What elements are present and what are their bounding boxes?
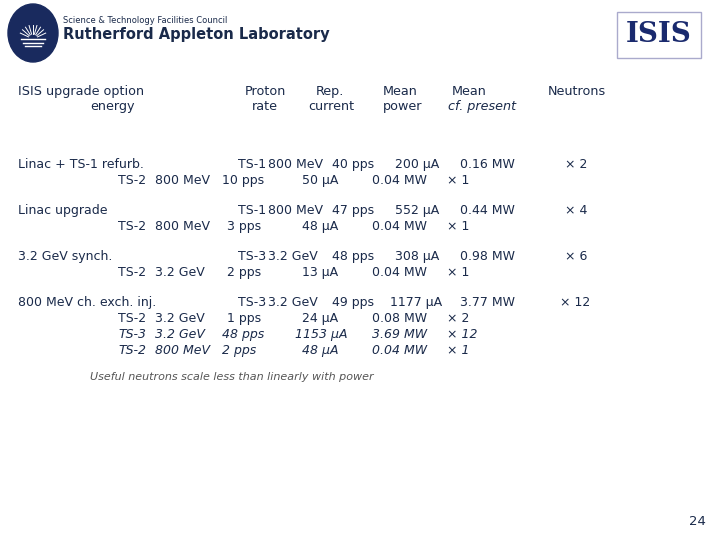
Text: 48 μA: 48 μA <box>302 220 338 233</box>
Text: Linac upgrade: Linac upgrade <box>18 204 107 217</box>
Text: Mean: Mean <box>383 85 418 98</box>
Text: 3.2 GeV: 3.2 GeV <box>155 266 204 279</box>
Ellipse shape <box>8 4 58 62</box>
Text: power: power <box>383 100 423 113</box>
Text: 0.04 MW: 0.04 MW <box>372 220 427 233</box>
Text: Neutrons: Neutrons <box>548 85 606 98</box>
Text: 13 μA: 13 μA <box>302 266 338 279</box>
Text: TS-1: TS-1 <box>238 204 266 217</box>
Text: 3.2 GeV: 3.2 GeV <box>268 296 318 309</box>
Text: TS-2: TS-2 <box>118 312 146 325</box>
Text: Rutherford Appleton Laboratory: Rutherford Appleton Laboratory <box>63 27 330 42</box>
Text: 800 MeV: 800 MeV <box>155 220 210 233</box>
FancyBboxPatch shape <box>617 12 701 58</box>
Text: 800 MeV ch. exch. inj.: 800 MeV ch. exch. inj. <box>18 296 156 309</box>
Text: Mean: Mean <box>452 85 487 98</box>
Text: 0.98 MW: 0.98 MW <box>460 250 515 263</box>
Text: cf. present: cf. present <box>448 100 516 113</box>
Text: × 12: × 12 <box>560 296 590 309</box>
Text: 552 μA: 552 μA <box>395 204 439 217</box>
Text: Rep.: Rep. <box>316 85 344 98</box>
Text: 3 pps: 3 pps <box>227 220 261 233</box>
Text: energy: energy <box>90 100 135 113</box>
Text: 48 pps: 48 pps <box>332 250 374 263</box>
Text: 48 pps: 48 pps <box>222 328 264 341</box>
Text: 0.44 MW: 0.44 MW <box>460 204 515 217</box>
Text: 800 MeV: 800 MeV <box>268 204 323 217</box>
Text: TS-3: TS-3 <box>118 328 146 341</box>
Text: 800 MeV: 800 MeV <box>268 158 323 171</box>
Text: TS-3: TS-3 <box>238 250 266 263</box>
Text: current: current <box>308 100 354 113</box>
Text: TS-2: TS-2 <box>118 344 146 357</box>
Text: Linac + TS-1 refurb.: Linac + TS-1 refurb. <box>18 158 144 171</box>
Text: × 4: × 4 <box>565 204 588 217</box>
Text: × 6: × 6 <box>565 250 588 263</box>
Text: 1 pps: 1 pps <box>227 312 261 325</box>
Text: 10 pps: 10 pps <box>222 174 264 187</box>
Text: 800 MeV: 800 MeV <box>155 344 210 357</box>
Text: 50 μA: 50 μA <box>302 174 338 187</box>
Text: 48 μA: 48 μA <box>302 344 338 357</box>
Text: 2 pps: 2 pps <box>222 344 256 357</box>
Text: TS-2: TS-2 <box>118 266 146 279</box>
Text: 0.04 MW: 0.04 MW <box>372 344 427 357</box>
Text: TS-2: TS-2 <box>118 220 146 233</box>
Text: 1177 μA: 1177 μA <box>390 296 442 309</box>
Text: × 1: × 1 <box>447 266 469 279</box>
Text: TS-1: TS-1 <box>238 158 266 171</box>
Text: TS-3: TS-3 <box>238 296 266 309</box>
Text: × 1: × 1 <box>447 344 469 357</box>
Text: 0.04 MW: 0.04 MW <box>372 266 427 279</box>
Text: 308 μA: 308 μA <box>395 250 439 263</box>
Text: 24: 24 <box>689 515 706 528</box>
Text: 3.69 MW: 3.69 MW <box>372 328 427 341</box>
Text: 47 pps: 47 pps <box>332 204 374 217</box>
Text: TS-2: TS-2 <box>118 174 146 187</box>
Text: × 2: × 2 <box>447 312 469 325</box>
Text: Useful neutrons scale less than linearly with power: Useful neutrons scale less than linearly… <box>90 372 374 382</box>
Text: 40 pps: 40 pps <box>332 158 374 171</box>
Text: × 12: × 12 <box>447 328 477 341</box>
Text: × 1: × 1 <box>447 174 469 187</box>
Text: Science & Technology Facilities Council: Science & Technology Facilities Council <box>63 16 228 25</box>
Text: 3.2 GeV synch.: 3.2 GeV synch. <box>18 250 112 263</box>
Text: ISIS upgrade option: ISIS upgrade option <box>18 85 144 98</box>
Text: 3.2 GeV: 3.2 GeV <box>155 328 205 341</box>
Text: Proton: Proton <box>245 85 287 98</box>
Text: 24 μA: 24 μA <box>302 312 338 325</box>
Text: 1153 μA: 1153 μA <box>295 328 348 341</box>
Text: rate: rate <box>252 100 278 113</box>
Text: 2 pps: 2 pps <box>227 266 261 279</box>
Text: × 2: × 2 <box>565 158 588 171</box>
Text: × 1: × 1 <box>447 220 469 233</box>
Text: 0.04 MW: 0.04 MW <box>372 174 427 187</box>
Text: 0.08 MW: 0.08 MW <box>372 312 427 325</box>
Text: 0.16 MW: 0.16 MW <box>460 158 515 171</box>
Text: ISIS: ISIS <box>626 22 692 49</box>
Text: 49 pps: 49 pps <box>332 296 374 309</box>
Text: 200 μA: 200 μA <box>395 158 439 171</box>
Text: 3.77 MW: 3.77 MW <box>460 296 515 309</box>
Text: 800 MeV: 800 MeV <box>155 174 210 187</box>
Text: 3.2 GeV: 3.2 GeV <box>155 312 204 325</box>
Text: 3.2 GeV: 3.2 GeV <box>268 250 318 263</box>
